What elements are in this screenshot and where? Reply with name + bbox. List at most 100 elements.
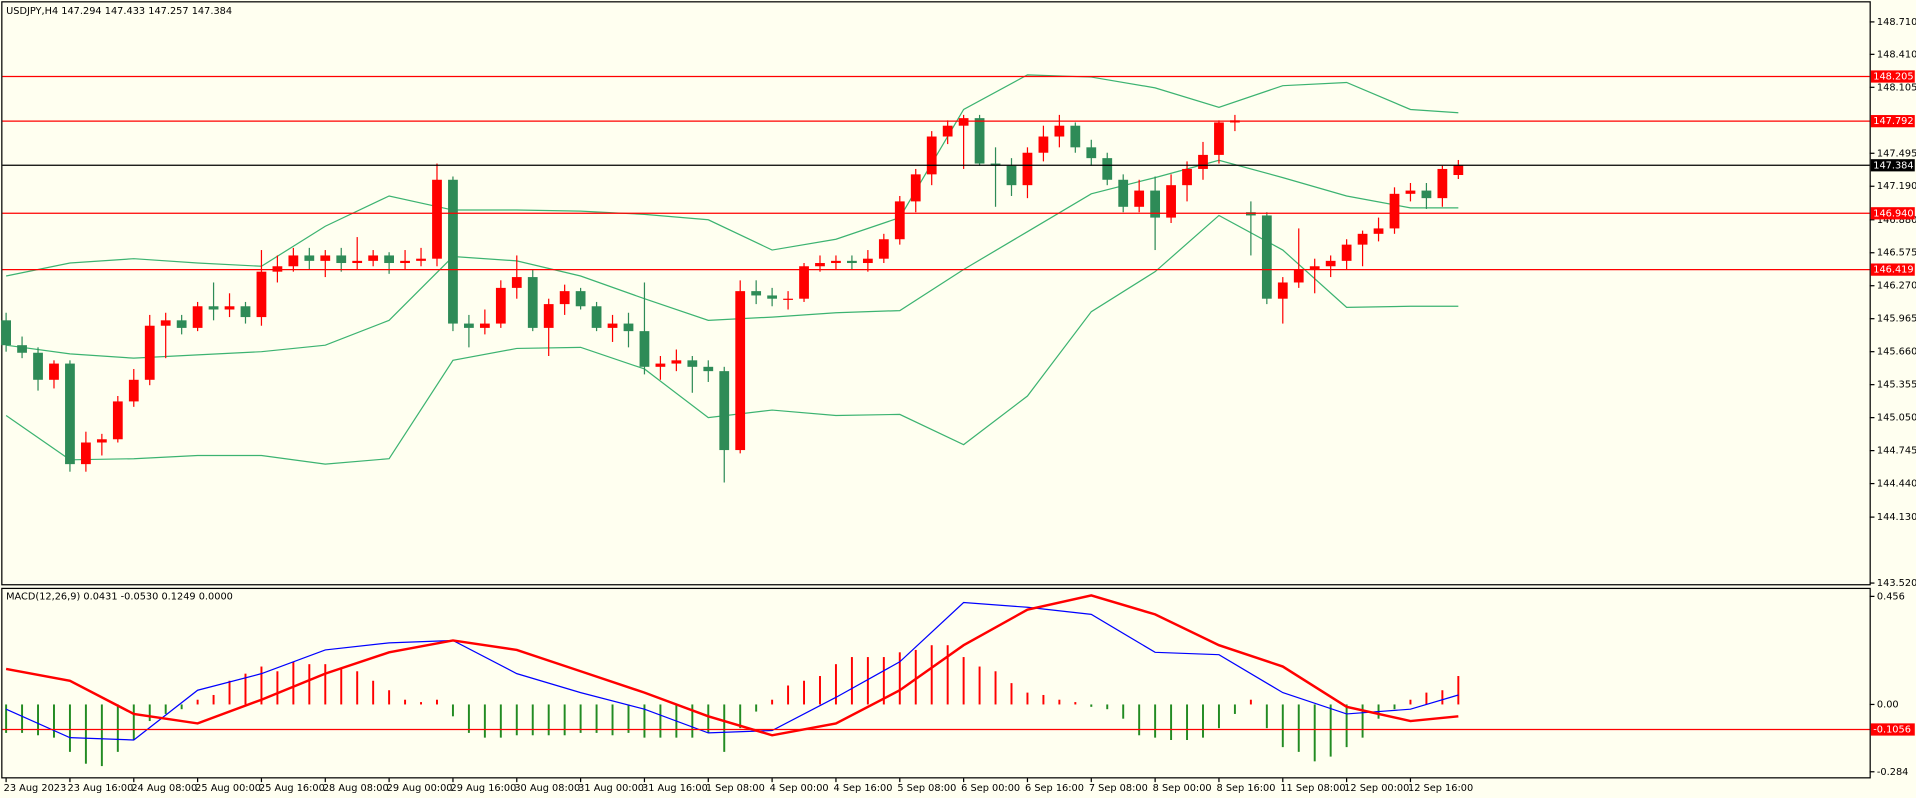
candle-body (112, 401, 123, 440)
candle-body (448, 179, 458, 324)
candle-body (671, 360, 682, 364)
candle-body (464, 323, 474, 328)
price-box (1870, 159, 1915, 172)
candle-body (384, 255, 395, 264)
candle-body (1421, 190, 1432, 199)
candle-body (831, 260, 841, 264)
candle-body (160, 320, 171, 326)
candle-body (495, 287, 506, 324)
candle-body (33, 352, 43, 380)
level-label: 147.792 (1873, 116, 1913, 127)
candle-body (1309, 266, 1320, 270)
macd-level-box (1870, 723, 1915, 736)
candle-body (336, 255, 347, 264)
x-tick-label: 4 Sep 16:00 (834, 783, 893, 794)
candle-body (368, 255, 379, 261)
price-label: 147.384 (1873, 160, 1913, 171)
level-label: 146.940 (1873, 208, 1913, 219)
candle-body (926, 136, 937, 175)
x-tick-label: 4 Sep 00:00 (770, 783, 829, 794)
candle-body (1166, 185, 1176, 218)
candle-body (1453, 165, 1464, 176)
candle-body (623, 323, 634, 332)
y-tick-label: 144.130 (1877, 512, 1916, 523)
y-tick-label: 145.965 (1877, 314, 1916, 325)
x-tick-label: 1 Sep 08:00 (706, 783, 765, 794)
candle-body (49, 363, 59, 380)
y-tick-label: 144.745 (1877, 446, 1916, 457)
candle-body (1341, 244, 1352, 261)
candle-body (1006, 165, 1017, 186)
y-tick-label: 146.270 (1877, 281, 1916, 292)
candle-body (1150, 190, 1161, 218)
candle-body (767, 295, 778, 299)
candle-body (1214, 122, 1224, 155)
candle-body (1086, 147, 1097, 159)
candle-body (958, 118, 969, 126)
candle-body (1293, 269, 1304, 283)
candle-body (65, 363, 75, 465)
candle-body (1389, 193, 1400, 229)
candle-body (224, 306, 235, 310)
candle-body (1054, 125, 1065, 137)
candle-body (1038, 136, 1049, 153)
candle-body (352, 260, 363, 264)
candle-body (1261, 215, 1272, 299)
candle-body (1134, 190, 1145, 207)
candle-body (815, 263, 825, 267)
macd-panel-frame (1, 587, 1871, 779)
candle-body (1277, 282, 1288, 299)
candle-body (256, 271, 267, 318)
candle-body (894, 201, 905, 240)
candle-body (862, 258, 873, 264)
candle-body (1102, 158, 1113, 180)
x-tick-label: 31 Aug 00:00 (578, 783, 644, 794)
candle-body (304, 255, 315, 261)
candle-body (910, 174, 921, 202)
candle-body (272, 266, 283, 272)
macd-title: MACD(12,26,9) 0.0431 -0.0530 0.1249 0.00… (6, 591, 233, 602)
candle-body (479, 323, 490, 328)
candle-body (942, 125, 953, 137)
candle-body (878, 239, 889, 259)
x-tick-label: 6 Sep 16:00 (1025, 783, 1084, 794)
candle-body (783, 298, 793, 300)
y-tick-label: 0.456 (1877, 591, 1905, 602)
x-tick-label: 12 Sep 16:00 (1408, 783, 1473, 794)
candle-body (1070, 125, 1081, 148)
y-tick-label: 147.190 (1877, 181, 1916, 192)
candle-body (719, 371, 730, 451)
candle-body (208, 306, 219, 310)
x-tick-label: 25 Aug 16:00 (259, 783, 325, 794)
x-tick-label: 29 Aug 00:00 (387, 783, 453, 794)
candle-body (240, 306, 251, 318)
candle-body (192, 306, 203, 328)
indicator-line (5, 601, 1459, 741)
candle-body (543, 304, 554, 328)
x-tick-label: 29 Aug 16:00 (451, 783, 517, 794)
x-tick-label: 23 Aug 16:00 (67, 783, 133, 794)
candle-body (751, 291, 762, 296)
candle-body (416, 258, 426, 261)
x-tick-label: 8 Sep 00:00 (1153, 783, 1212, 794)
y-tick-label: 145.355 (1877, 380, 1916, 391)
candle-body (607, 323, 618, 328)
candle-body (432, 179, 442, 259)
y-tick-label: 148.410 (1877, 49, 1916, 60)
candle-body (559, 291, 570, 305)
level-box (1870, 263, 1915, 276)
candle-body (1437, 168, 1448, 199)
candle-body (1325, 260, 1336, 267)
candle-body (974, 118, 985, 164)
y-tick-label: 148.105 (1877, 82, 1916, 93)
x-tick-label: 30 Aug 08:00 (514, 783, 580, 794)
candle-body (1182, 168, 1192, 186)
x-tick-label: 11 Sep 08:00 (1280, 783, 1345, 794)
candle-body (81, 442, 91, 465)
x-tick-label: 23 Aug 2023 (4, 783, 67, 794)
y-tick-label: 148.710 (1877, 17, 1916, 28)
candle-body (96, 439, 107, 443)
candle-body (591, 306, 602, 328)
